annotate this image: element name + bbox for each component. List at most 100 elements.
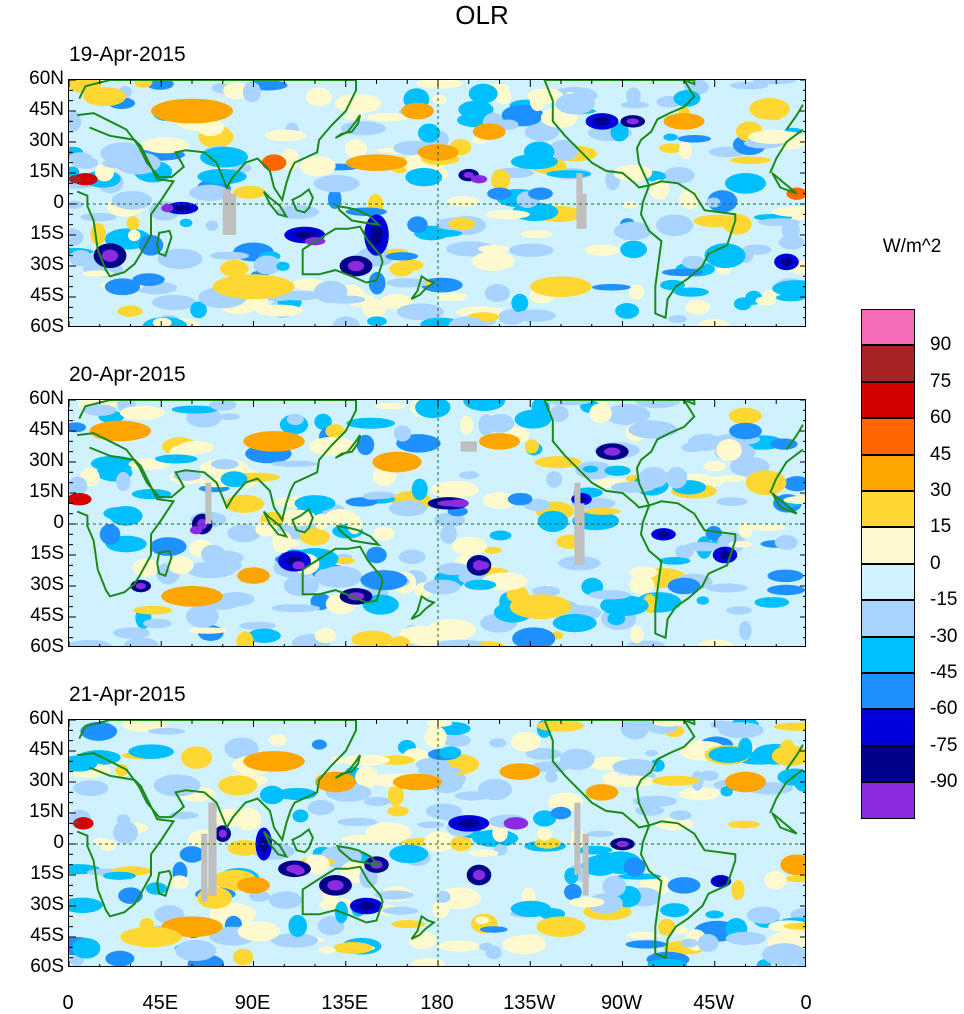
olr-anomaly-area bbox=[294, 495, 336, 512]
lat-label: 60S bbox=[30, 316, 64, 337]
olr-anomaly-area bbox=[318, 946, 336, 954]
olr-anomaly-area bbox=[778, 235, 805, 250]
olr-anomaly-area bbox=[547, 792, 583, 812]
olr-anomaly-area bbox=[755, 296, 777, 306]
coastline bbox=[156, 549, 173, 577]
lat-label: 60S bbox=[30, 956, 64, 977]
olr-anomaly-area bbox=[73, 780, 109, 797]
olr-anomaly-area bbox=[663, 113, 705, 130]
olr-anomaly-area bbox=[200, 146, 248, 168]
olr-anomaly-area bbox=[613, 221, 652, 241]
olr-anomaly-area bbox=[723, 213, 752, 235]
olr-anomaly-area bbox=[703, 461, 726, 472]
olr-anomaly-area bbox=[123, 637, 160, 646]
olr-anomaly-area bbox=[705, 910, 724, 919]
colorbar-label: 75 bbox=[930, 370, 952, 392]
lat-label: 15S bbox=[30, 863, 64, 884]
olr-anomaly-area bbox=[728, 407, 762, 425]
coastline bbox=[291, 187, 314, 214]
olr-anomaly-area bbox=[459, 471, 480, 480]
olr-anomaly-core bbox=[463, 171, 474, 179]
olr-anomaly-area bbox=[424, 831, 455, 852]
olr-anomaly-area bbox=[634, 400, 681, 409]
olr-anomaly-area bbox=[99, 524, 121, 545]
lat-label: 15N bbox=[29, 801, 64, 822]
olr-anomaly-area bbox=[233, 948, 254, 966]
olr-anomaly-area bbox=[366, 546, 387, 564]
olr-anomaly-area bbox=[490, 169, 511, 191]
olr-anomaly-area bbox=[628, 420, 678, 439]
olr-anomaly-area bbox=[126, 216, 140, 231]
olr-anomaly-area bbox=[343, 113, 365, 121]
olr-anomaly-area bbox=[373, 526, 395, 541]
coastline bbox=[683, 400, 696, 406]
olr-anomaly-area bbox=[72, 156, 99, 169]
olr-anomaly-core bbox=[347, 592, 365, 601]
missing-data bbox=[576, 173, 583, 229]
olr-anomaly-area bbox=[629, 575, 655, 594]
olr-anomaly-area bbox=[314, 413, 332, 430]
olr-anomaly-area bbox=[645, 749, 659, 757]
olr-anomaly-area bbox=[726, 606, 752, 615]
olr-anomaly-core bbox=[780, 257, 793, 266]
olr-anomaly-area bbox=[706, 197, 721, 208]
olr-anomaly-area bbox=[69, 250, 93, 267]
olr-anomaly-area bbox=[145, 882, 167, 895]
olr-anomaly-area bbox=[69, 228, 84, 247]
missing-data bbox=[201, 833, 208, 902]
coastline bbox=[410, 274, 437, 300]
coastline bbox=[335, 524, 382, 547]
coastline bbox=[291, 507, 314, 534]
olr-anomaly-area bbox=[524, 439, 539, 454]
olr-anomaly-area bbox=[483, 546, 502, 554]
olr-anomaly-area bbox=[410, 958, 445, 966]
olr-anomaly-area bbox=[173, 470, 202, 481]
olr-anomaly-area bbox=[417, 766, 462, 776]
olr-anomaly-area bbox=[796, 957, 805, 966]
olr-anomaly-area bbox=[132, 273, 165, 287]
olr-anomaly-area bbox=[341, 834, 386, 843]
olr-anomaly-area bbox=[363, 492, 382, 500]
olr-anomaly-area bbox=[175, 939, 217, 962]
olr-anomaly-area bbox=[569, 897, 605, 908]
olr-anomaly-area bbox=[116, 814, 131, 826]
olr-anomaly-area bbox=[292, 561, 305, 570]
olr-anomaly-area bbox=[669, 810, 692, 821]
olr-anomaly-area bbox=[115, 471, 131, 492]
olr-anomaly-area bbox=[515, 309, 557, 322]
olr-anomaly-area bbox=[152, 294, 196, 311]
olr-anomaly-area bbox=[237, 921, 281, 942]
olr-anomaly-area bbox=[401, 102, 434, 120]
olr-anomaly-area bbox=[189, 526, 203, 535]
olr-anomaly-area bbox=[545, 400, 592, 406]
coastline bbox=[76, 126, 804, 278]
olr-anomaly-area bbox=[492, 824, 508, 842]
olr-anomaly-area bbox=[286, 413, 304, 426]
olr-anomaly-area bbox=[460, 415, 474, 435]
missing-data bbox=[582, 833, 589, 896]
olr-anomaly-area bbox=[528, 187, 553, 200]
olr-anomaly-area bbox=[604, 465, 631, 476]
lat-label: 60N bbox=[29, 388, 64, 409]
olr-anomaly-area bbox=[69, 897, 103, 913]
olr-anomaly-area bbox=[471, 251, 515, 271]
coastline bbox=[76, 446, 804, 598]
olr-anomaly-area bbox=[253, 255, 282, 275]
olr-anomaly-area bbox=[456, 940, 475, 949]
olr-anomaly-area bbox=[536, 916, 586, 937]
olr-anomaly-area bbox=[685, 300, 711, 315]
olr-anomaly-area bbox=[584, 244, 621, 256]
olr-anomaly-area bbox=[705, 583, 748, 593]
olr-anomaly-area bbox=[658, 918, 676, 936]
olr-anomaly-area bbox=[200, 544, 226, 564]
olr-anomaly-core bbox=[358, 901, 375, 911]
olr-anomaly-area bbox=[503, 817, 529, 830]
olr-anomaly-area bbox=[783, 476, 805, 492]
olr-anomaly-area bbox=[663, 133, 678, 141]
olr-anomaly-area bbox=[69, 639, 113, 646]
olr-anomaly-area bbox=[90, 222, 107, 246]
map-panel-1 bbox=[68, 79, 806, 327]
olr-anomaly-area bbox=[660, 279, 686, 291]
olr-anomaly-area bbox=[683, 541, 723, 552]
olr-anomaly-area bbox=[367, 316, 387, 326]
